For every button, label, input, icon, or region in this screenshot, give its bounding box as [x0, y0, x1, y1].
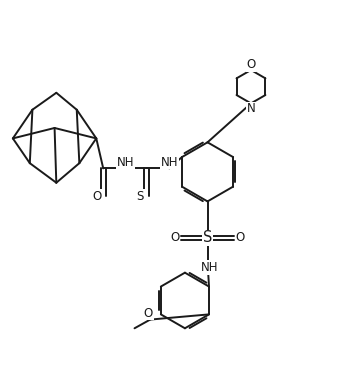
Text: O: O — [92, 190, 102, 203]
Text: N: N — [247, 102, 255, 115]
Text: O: O — [171, 231, 180, 244]
Text: NH: NH — [117, 156, 135, 169]
Text: O: O — [144, 307, 153, 320]
Text: NH: NH — [201, 261, 218, 274]
Text: NH: NH — [161, 156, 178, 169]
Text: O: O — [246, 58, 255, 71]
Text: S: S — [137, 190, 144, 203]
Text: O: O — [235, 231, 245, 244]
Text: S: S — [203, 230, 212, 245]
